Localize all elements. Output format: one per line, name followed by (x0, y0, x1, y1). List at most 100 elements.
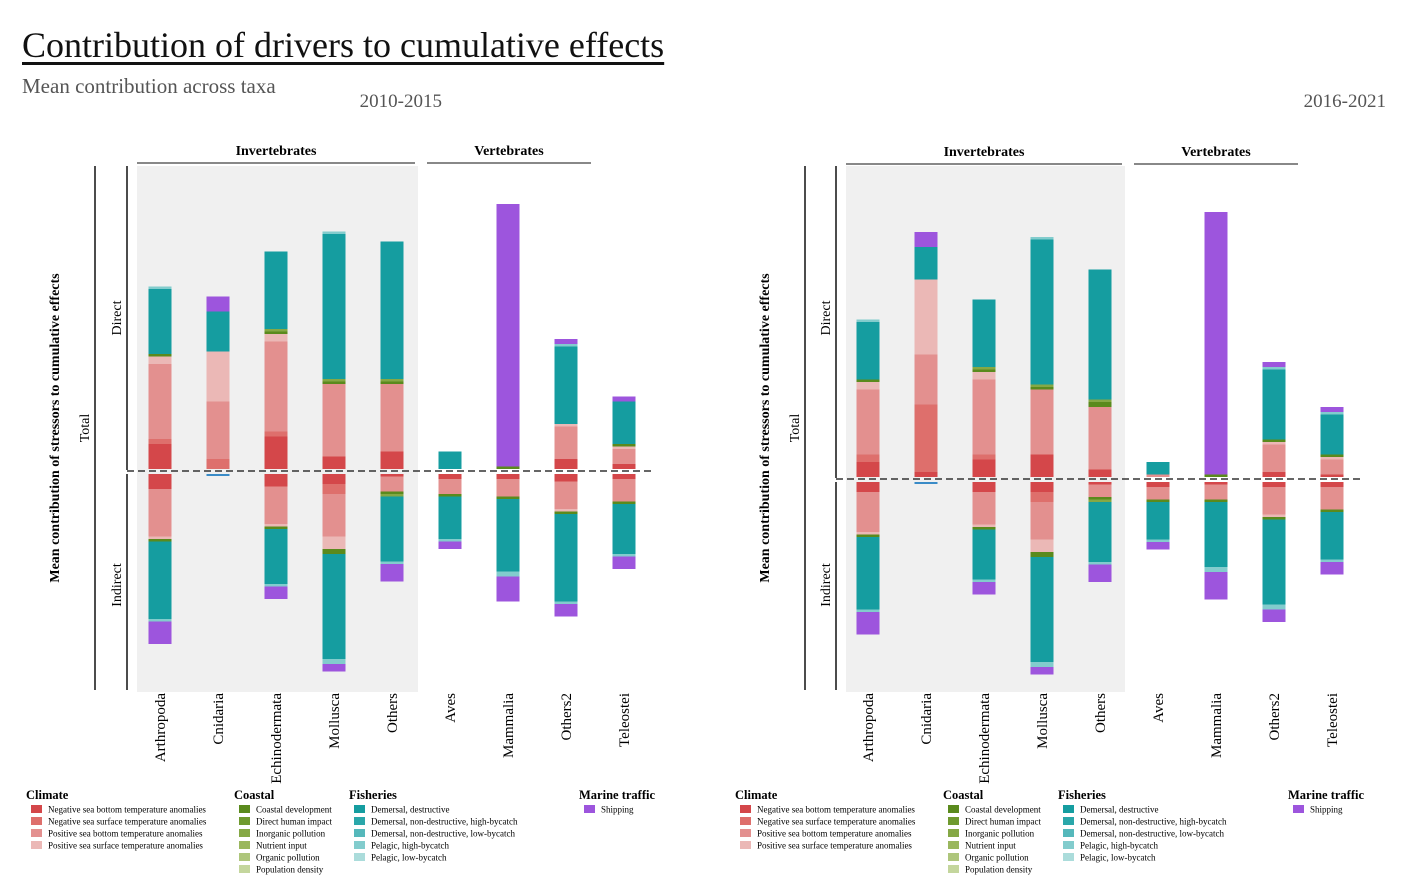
bar-segment-direct-coastal_dev (612, 444, 636, 447)
bar-segment-indirect-inorganic (380, 494, 404, 497)
total-axis-label: Total (788, 414, 803, 443)
bar-segment-direct-pel_hb (1030, 237, 1054, 240)
legend-swatch-psst (31, 841, 42, 849)
legend-swatch-nsst (31, 817, 42, 825)
vertebrates-label: Vertebrates (1181, 145, 1251, 160)
legend-swatch-nutrient (239, 841, 250, 849)
legend-swatch-direct_human (948, 817, 959, 825)
legend-label-dem_destr: Demersal, destructive (371, 805, 449, 815)
bar-segment-indirect-psbt (380, 476, 404, 492)
y-axis-title: Mean contribution of stressors to cumula… (758, 273, 773, 583)
legend-swatch-popdensity (239, 865, 250, 873)
bar-segment-direct-nsbt (1030, 454, 1054, 477)
bar-segment-direct-dem_destr (1030, 239, 1054, 385)
bar-segment-indirect-nsbt (1262, 482, 1286, 487)
bar-segment-indirect-coastal_dev (1262, 517, 1286, 520)
bar-segment-direct-nsbt (322, 456, 346, 469)
bar-segment-indirect-coastal_dev (1030, 552, 1054, 557)
bar-segment-direct-psbt (206, 401, 230, 459)
bar-segment-direct-psbt (380, 384, 404, 452)
bar-segment-direct-coastal_dev (264, 331, 288, 334)
tick-label-mollusca: Mollusca (327, 693, 343, 749)
bar-segment-direct-dem_destr (206, 311, 230, 352)
bar-segment-indirect-pel_hb (1146, 539, 1170, 542)
bar-segment-indirect-dem_destr (856, 537, 880, 610)
bar-segment-indirect-shipping (972, 582, 996, 595)
bar-segment-direct-nsbt (264, 436, 288, 469)
bar-segment-indirect-psbt (1262, 487, 1286, 515)
legend-label-psbt: Positive sea bottom temperature anomalie… (757, 829, 912, 839)
bar-segment-indirect-shipping (1320, 562, 1344, 575)
bar-segment-indirect-dem_destr (1146, 502, 1170, 540)
bar-segment-direct-nsbt (612, 464, 636, 469)
bar-segment-direct-nsbt (148, 444, 172, 469)
bar-segment-indirect-dem_destr (1030, 557, 1054, 662)
bar-segment-indirect-pel_hb (612, 554, 636, 557)
legend-swatch-pel_hb (1063, 841, 1074, 849)
legend-swatch-psbt (31, 829, 42, 837)
bar-segment-direct-psst (972, 372, 996, 380)
bar-segment-direct-dem_destr (856, 322, 880, 380)
legend-label-pel_hb: Pelagic, high-bycatch (1080, 841, 1158, 851)
legend-swatch-pel_lb (1063, 853, 1074, 861)
bar-segment-direct-inorganic (1088, 399, 1112, 402)
panel-period-label: 2016-2021 (1304, 91, 1386, 112)
indirect-axis-label: Indirect (110, 563, 125, 607)
legend-label-nutrient: Nutrient input (256, 841, 307, 851)
bar-segment-direct-psbt (554, 426, 578, 459)
legend-swatch-pel_hb (354, 841, 365, 849)
bar-segment-indirect-psbt (1146, 487, 1170, 500)
bar-segment-direct-dem_destr (972, 299, 996, 367)
bar-segment-direct-nsbt (856, 462, 880, 477)
legend-swatch-direct_human (239, 817, 250, 825)
tick-label-cnidaria: Cnidaria (211, 693, 227, 745)
bar-segment-direct-psbt (914, 354, 938, 405)
legend-label-coastal_dev: Coastal development (965, 805, 1041, 815)
bar-segment-direct-psbt (264, 341, 288, 432)
bar-segment-direct-psst (206, 351, 230, 402)
legend-label-nsbt: Negative sea bottom temperature anomalie… (757, 805, 915, 815)
bar-segment-direct-psbt (1146, 474, 1170, 477)
bar-segment-indirect-pel_hb (322, 659, 346, 664)
legend-swatch-coastal_dev (239, 805, 250, 813)
bar-segment-indirect-nsbt (612, 474, 636, 479)
legend-title-marine-traffic: Marine traffic (1288, 788, 1364, 802)
bar-segment-direct-dem_destr (264, 251, 288, 329)
legend-label-psst: Positive sea surface temperature anomali… (757, 841, 912, 851)
bar-segment-indirect-coastal_dev (438, 494, 462, 497)
bar-segment-indirect-psst (554, 509, 578, 512)
bar-segment-direct-dem_destr (148, 289, 172, 354)
bar-segment-indirect-pel_hb (148, 619, 172, 622)
bar-segment-direct-dem_destr (914, 247, 938, 280)
bar-segment-direct-coastal_dev (322, 381, 346, 384)
legend-label-nsst: Negative sea surface temperature anomali… (757, 817, 916, 827)
total-axis-label: Total (78, 414, 93, 443)
tick-label-aves: Aves (1151, 693, 1167, 723)
bar-segment-direct-psbt (856, 389, 880, 455)
legend-label-direct_human: Direct human impact (965, 817, 1041, 827)
bar-segment-direct-coastal_dev (148, 354, 172, 357)
legend-swatch-popdensity (948, 865, 959, 873)
bar-segment-direct-psst (148, 356, 172, 364)
bar-segment-indirect-psst (856, 532, 880, 535)
bar-segment-indirect-dem_destr (1320, 512, 1344, 560)
bar-segment-indirect-psbt (322, 494, 346, 537)
chart-panel-0: 2010-2015 Mean contribution of stressors … (26, 91, 655, 875)
bar-segment-indirect-shipping (612, 556, 636, 569)
legend-label-shipping: Shipping (1310, 805, 1343, 815)
invertebrates-label: Invertebrates (944, 145, 1025, 160)
legend-title-climate: Climate (735, 788, 778, 802)
bar-segment-indirect-coastal_dev (554, 511, 578, 514)
bar-segment-direct-coastal_dev (1030, 387, 1054, 390)
legend-label-nutrient: Nutrient input (965, 841, 1016, 851)
bar-segment-indirect-coastal_dev (322, 549, 346, 554)
legend-swatch-organic (948, 853, 959, 861)
bar-segment-indirect-dem_destr (322, 554, 346, 659)
bar-segment-indirect-nsbt (1030, 482, 1054, 492)
legend-label-dem_nd_lb: Demersal, non-destructive, low-bycatch (1080, 829, 1224, 839)
bar-segment-indirect-dem_destr (380, 496, 404, 562)
legend-swatch-dem_nd_hb (354, 817, 365, 825)
tick-label-aves: Aves (443, 693, 459, 723)
bar-segment-indirect-nsbt (148, 474, 172, 489)
